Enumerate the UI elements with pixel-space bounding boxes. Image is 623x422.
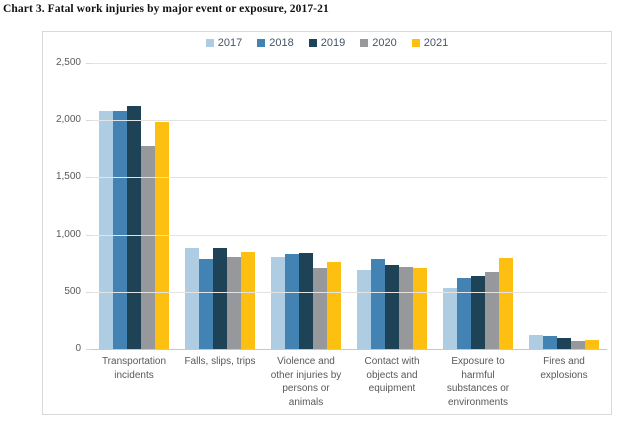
y-axis-label-2,500: 2,500: [55, 57, 81, 68]
bar-2018-violence-and-other-injuries-by-persons-or-animals: [285, 254, 299, 349]
legend-label-2019: 2019: [320, 37, 346, 49]
legend-item-2017: 2017: [205, 37, 243, 49]
legend-item-2018: 2018: [257, 37, 294, 49]
bar-2017-falls-slips-trips: [185, 247, 199, 349]
legend-swatch-2021: [411, 39, 420, 47]
bar-group-violence-and-other-injuries-by-persons-or-animals: [263, 63, 349, 349]
y-axis-tick-2,000: [86, 120, 91, 121]
legend-swatch-2019: [308, 39, 317, 47]
bar-group-exposure-to-harmful-substances-or-environments: [435, 63, 521, 349]
bar-2017-fires-and-explosions: [529, 334, 543, 349]
bar-2017-contact-with-objects-and-equipment: [357, 269, 371, 349]
legend-item-2019: 2019: [308, 37, 346, 49]
plot-area: [91, 63, 607, 350]
y-axis-tick-2,500: [86, 63, 91, 64]
bar-2018-fires-and-explosions: [543, 335, 557, 349]
bar-2021-contact-with-objects-and-equipment: [413, 268, 427, 349]
chart-container: 2017 2018 2019 2020 2021 Transportation inci…: [42, 31, 612, 415]
bar-groups: [91, 63, 607, 349]
legend-label-2018: 2018: [269, 37, 294, 49]
gridline-2,500: [91, 63, 607, 64]
y-axis-tick-1,000: [86, 235, 91, 236]
gridline-2,000: [91, 120, 607, 121]
bar-group-transportation-incidents: [91, 63, 177, 349]
bar-2018-contact-with-objects-and-equipment: [371, 259, 385, 349]
chart-title: Chart 3. Fatal work injuries by major ev…: [3, 3, 329, 15]
bar-2018-exposure-to-harmful-substances-or-environments: [457, 278, 471, 349]
gridline-500: [91, 292, 607, 293]
bar-2020-exposure-to-harmful-substances-or-environments: [485, 272, 499, 349]
bar-2021-exposure-to-harmful-substances-or-environments: [499, 257, 513, 349]
bar-2021-fires-and-explosions: [585, 340, 599, 349]
bar-2019-violence-and-other-injuries-by-persons-or-animals: [299, 252, 313, 349]
y-axis-tick-0: [86, 349, 91, 350]
bar-group-contact-with-objects-and-equipment: [349, 63, 435, 349]
bar-2017-violence-and-other-injuries-by-persons-or-animals: [271, 256, 285, 349]
bar-2018-transportation-incidents: [113, 111, 127, 349]
y-axis-label-1,500: 1,500: [55, 171, 81, 182]
bar-2017-exposure-to-harmful-substances-or-environments: [443, 288, 457, 349]
gridline-1,000: [91, 235, 607, 236]
bar-2018-falls-slips-trips: [199, 258, 213, 349]
bar-group-falls-slips-trips: [177, 63, 263, 349]
bar-2019-transportation-incidents: [127, 106, 141, 349]
x-label-transportation-incidents: Transportation incidents: [101, 356, 167, 381]
legend-swatch-2017: [205, 39, 214, 47]
bar-2020-falls-slips-trips: [227, 256, 241, 349]
gridline-1,500: [91, 177, 607, 178]
y-axis-label-0: 0: [75, 343, 81, 354]
y-axis-label-500: 500: [64, 286, 81, 297]
y-axis-tick-500: [86, 292, 91, 293]
legend-label-2021: 2021: [423, 37, 449, 49]
x-axis-labels: Transportation incidents Falls, slips, tr…: [91, 355, 607, 409]
bar-2019-exposure-to-harmful-substances-or-environments: [471, 275, 485, 349]
bar-2020-violence-and-other-injuries-by-persons-or-animals: [313, 268, 327, 349]
legend-label-2017: 2017: [217, 37, 243, 49]
bar-2021-falls-slips-trips: [241, 251, 255, 349]
y-axis-label-2,000: 2,000: [55, 114, 81, 125]
bar-2019-falls-slips-trips: [213, 248, 227, 349]
legend-item-2021: 2021: [411, 37, 449, 49]
bar-2021-violence-and-other-injuries-by-persons-or-animals: [327, 261, 341, 349]
legend-label-2020: 2020: [372, 37, 397, 49]
y-axis-label-1,000: 1,000: [55, 229, 81, 240]
x-label-exposure-to-harmful-substances-or-environments: Exposure to harmful substances or enviro…: [446, 356, 510, 408]
legend: 2017 2018 2019 2020 2021: [43, 37, 611, 49]
bar-2020-fires-and-explosions: [571, 340, 585, 349]
bar-2017-transportation-incidents: [99, 111, 113, 349]
legend-swatch-2018: [257, 39, 266, 47]
legend-swatch-2020: [360, 39, 369, 47]
x-label-falls-slips-trips: Falls, slips, trips: [184, 356, 256, 367]
legend-item-2020: 2020: [360, 37, 397, 49]
x-label-fires-and-explosions: Fires and explosions: [540, 356, 588, 381]
bar-group-fires-and-explosions: [521, 63, 607, 349]
x-label-contact-with-objects-and-equipment: Contact with objects and equipment: [364, 356, 420, 394]
bar-2019-fires-and-explosions: [557, 337, 571, 349]
x-label-violence-and-other-injuries-by-persons-or-animals: Violence and other injuries by persons o…: [270, 356, 342, 408]
y-axis-tick-1,500: [86, 177, 91, 178]
bar-2020-transportation-incidents: [141, 145, 155, 349]
bar-2019-contact-with-objects-and-equipment: [385, 265, 399, 349]
bar-2020-contact-with-objects-and-equipment: [399, 267, 413, 349]
